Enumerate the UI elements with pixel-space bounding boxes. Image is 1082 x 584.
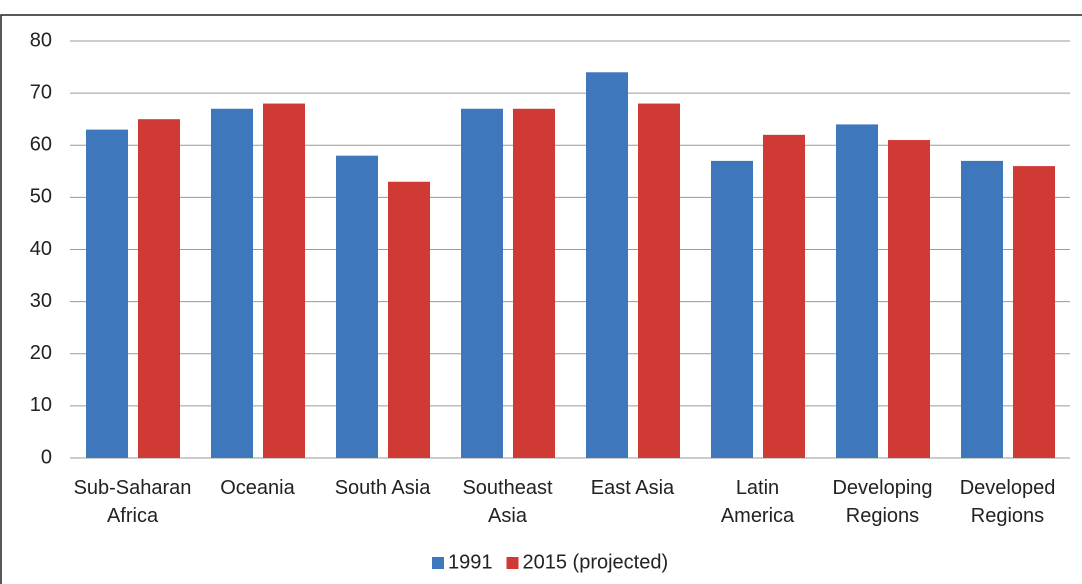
bar xyxy=(711,160,753,458)
bar xyxy=(513,108,555,458)
legend-label: 1991 xyxy=(448,551,493,573)
x-tick-label: Sub-Saharan Africa xyxy=(73,477,192,527)
x-tick-label: Developed Regions xyxy=(959,477,1056,527)
y-tick-label: 70 xyxy=(30,81,52,103)
y-tick-label: 0 xyxy=(41,446,52,468)
y-tick-label: 10 xyxy=(30,394,52,416)
frame xyxy=(0,14,1082,584)
bar xyxy=(86,129,128,459)
x-tick-label: East Asia xyxy=(590,477,675,499)
bar xyxy=(461,108,503,458)
bar xyxy=(263,103,305,459)
bar xyxy=(388,181,430,459)
legend-swatch xyxy=(506,557,519,569)
x-tick-label: Southeast Asia xyxy=(462,477,553,527)
y-tick-label: 80 xyxy=(30,29,52,51)
x-tick-label: Developing Regions xyxy=(832,477,933,527)
y-tick-label: 30 xyxy=(30,290,52,312)
x-tick-label: Oceania xyxy=(220,477,295,499)
bar xyxy=(138,119,180,458)
bar xyxy=(211,108,253,458)
x-tick-label: Latin America xyxy=(720,477,795,527)
bar xyxy=(888,140,930,458)
y-tick-label: 60 xyxy=(30,134,52,156)
x-tick-label: South Asia xyxy=(334,477,431,499)
bar xyxy=(1013,166,1055,458)
bar xyxy=(961,160,1003,458)
bar xyxy=(586,72,628,459)
y-tick-label: 20 xyxy=(30,342,52,364)
y-tick-label: 40 xyxy=(30,238,52,260)
bar xyxy=(763,134,805,458)
bar xyxy=(638,103,680,459)
y-tick-label: 50 xyxy=(30,186,52,208)
bar xyxy=(336,155,378,459)
legend-swatch xyxy=(432,557,444,569)
bar xyxy=(836,124,878,459)
legend-label: 2015 (projected) xyxy=(523,551,669,573)
